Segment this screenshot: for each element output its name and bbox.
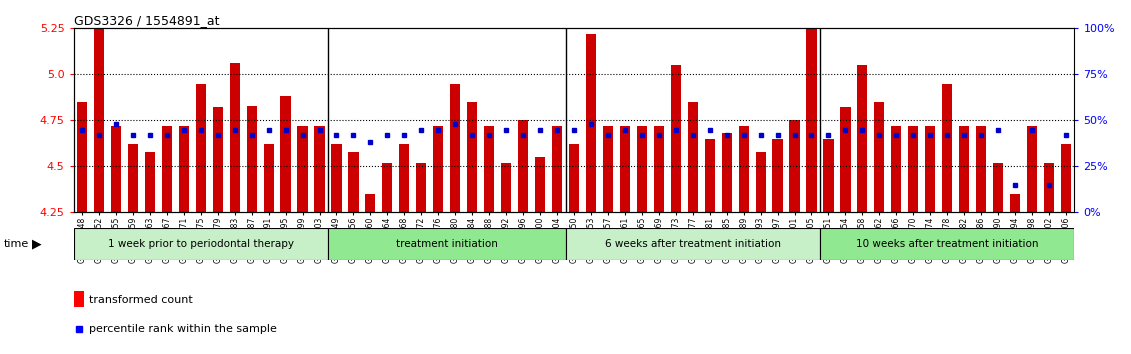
Text: 1 week prior to periodontal therapy: 1 week prior to periodontal therapy: [107, 239, 294, 249]
Bar: [1061, 144, 1071, 212]
Bar: [586, 34, 596, 212]
Bar: [162, 126, 172, 212]
Bar: [722, 133, 732, 212]
Bar: [365, 194, 375, 212]
Bar: [518, 120, 528, 212]
Bar: [603, 126, 613, 212]
Bar: [1044, 163, 1054, 212]
Bar: [705, 139, 715, 212]
Bar: [823, 139, 834, 212]
Bar: [976, 126, 986, 212]
Text: percentile rank within the sample: percentile rank within the sample: [89, 324, 277, 334]
Bar: [348, 152, 359, 212]
Bar: [874, 102, 884, 212]
Bar: [654, 126, 664, 212]
Text: ▶: ▶: [32, 238, 42, 251]
Bar: [925, 126, 935, 212]
Bar: [959, 126, 969, 212]
Bar: [416, 163, 426, 212]
Bar: [145, 152, 155, 212]
Bar: [789, 120, 800, 212]
Bar: [671, 65, 681, 212]
Bar: [772, 139, 783, 212]
Bar: [1027, 126, 1037, 212]
Bar: [297, 126, 308, 212]
Bar: [77, 102, 87, 212]
Bar: [450, 84, 460, 212]
Bar: [213, 108, 223, 212]
Bar: [756, 152, 766, 212]
Bar: [993, 163, 1003, 212]
Bar: [552, 126, 562, 212]
Bar: [314, 126, 325, 212]
Bar: [908, 126, 918, 212]
Bar: [840, 108, 851, 212]
Bar: [467, 102, 477, 212]
Bar: [566, 228, 820, 260]
Bar: [196, 84, 206, 212]
Bar: [688, 102, 698, 212]
Bar: [74, 228, 328, 260]
Bar: [179, 126, 189, 212]
Bar: [569, 144, 579, 212]
Bar: [535, 157, 545, 212]
Bar: [484, 126, 494, 212]
Bar: [399, 144, 409, 212]
Text: 6 weeks after treatment initiation: 6 weeks after treatment initiation: [605, 239, 780, 249]
Bar: [1010, 194, 1020, 212]
Bar: [501, 163, 511, 212]
Bar: [230, 63, 240, 212]
Text: GDS3326 / 1554891_at: GDS3326 / 1554891_at: [74, 14, 219, 27]
Bar: [942, 84, 952, 212]
Bar: [94, 0, 104, 212]
Bar: [280, 96, 291, 212]
Bar: [857, 65, 867, 212]
Bar: [382, 163, 392, 212]
Bar: [620, 126, 630, 212]
Text: treatment initiation: treatment initiation: [396, 239, 498, 249]
Bar: [331, 144, 342, 212]
Bar: [739, 126, 749, 212]
Bar: [891, 126, 901, 212]
Bar: [806, 28, 817, 212]
Bar: [74, 291, 84, 307]
Text: 10 weeks after treatment initiation: 10 weeks after treatment initiation: [856, 239, 1038, 249]
Text: transformed count: transformed count: [89, 295, 193, 305]
Bar: [637, 126, 647, 212]
Bar: [820, 228, 1074, 260]
Bar: [433, 126, 443, 212]
Bar: [128, 144, 138, 212]
Bar: [264, 144, 274, 212]
Bar: [111, 126, 121, 212]
Text: time: time: [3, 239, 28, 249]
Bar: [328, 228, 566, 260]
Bar: [247, 105, 257, 212]
